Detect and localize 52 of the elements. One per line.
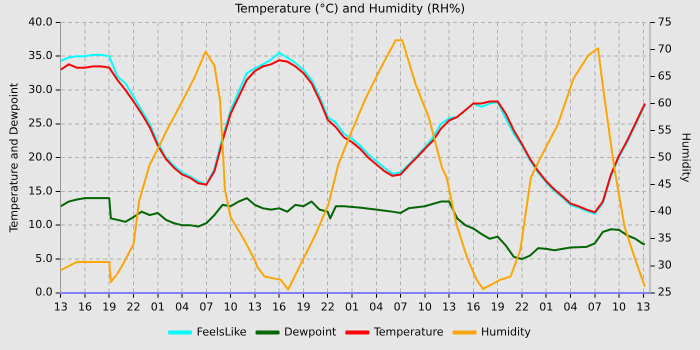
y2-tick-label: 35 [658, 232, 672, 245]
y2-axis-title: Humidity [680, 132, 693, 184]
y2-tick-label: 65 [658, 69, 672, 82]
y-tick-label: 20.0 [28, 150, 53, 164]
x-tick-label: 04 [564, 300, 578, 314]
y-tick-label: 15.0 [28, 184, 53, 198]
x-tick-label: 19 [490, 300, 505, 314]
x-tick-label: 07 [199, 300, 214, 314]
legend-label: Humidity [481, 325, 532, 338]
chart-title: Temperature (°C) and Humidity (RH%) [234, 1, 466, 16]
x-tick-label: 13 [636, 300, 650, 314]
y-tick-label: 10.0 [28, 218, 53, 232]
x-tick-label: 10 [224, 300, 238, 314]
x-tick-label: 22 [320, 300, 335, 314]
x-tick-label: 13 [442, 300, 456, 314]
x-tick-label: 19 [102, 300, 116, 314]
y2-tick-label: 75 [658, 15, 672, 28]
x-tick-label: 19 [296, 300, 310, 314]
x-tick-label: 16 [78, 300, 92, 314]
x-tick-label: 01 [539, 300, 554, 314]
y2-tick-label: 45 [658, 178, 672, 190]
y2-tick-label: 30 [658, 258, 672, 272]
legend-label: Dewpoint [284, 325, 338, 338]
x-tick-label: 22 [514, 300, 529, 314]
x-tick-label: 13 [54, 300, 68, 314]
y-tick-label: 0.0 [35, 286, 53, 299]
x-tick-label: 04 [369, 300, 384, 314]
x-tick-label: 04 [175, 300, 190, 314]
x-tick-label: 22 [126, 300, 141, 314]
y2-tick-label: 60 [658, 96, 672, 110]
x-tick-label: 10 [612, 300, 626, 314]
y2-tick-label: 50 [658, 150, 672, 164]
x-tick-label: 07 [394, 300, 408, 314]
legend-label: Temperature [372, 325, 444, 338]
y-tick-label: 35.0 [28, 49, 53, 62]
x-tick-label: 16 [466, 300, 480, 314]
x-tick-label: 13 [248, 300, 262, 314]
x-tick-label: 01 [345, 300, 360, 314]
y-axis-title: Temperature and Dewpoint [7, 82, 20, 234]
y2-tick-label: 55 [658, 123, 672, 136]
x-tick-label: 16 [272, 300, 286, 314]
x-tick-label: 07 [588, 300, 602, 314]
y2-tick-label: 40 [658, 204, 672, 218]
y-tick-label: 40.0 [28, 15, 53, 28]
y2-tick-label: 70 [658, 42, 672, 56]
legend-label: FeelsLike [196, 325, 247, 338]
x-tick-label: 01 [150, 300, 165, 314]
y-tick-label: 30.0 [28, 82, 53, 96]
y2-tick-label: 25 [658, 286, 672, 299]
x-tick-label: 10 [418, 300, 432, 314]
y-tick-label: 5.0 [35, 252, 53, 265]
y-tick-label: 25.0 [28, 116, 53, 130]
